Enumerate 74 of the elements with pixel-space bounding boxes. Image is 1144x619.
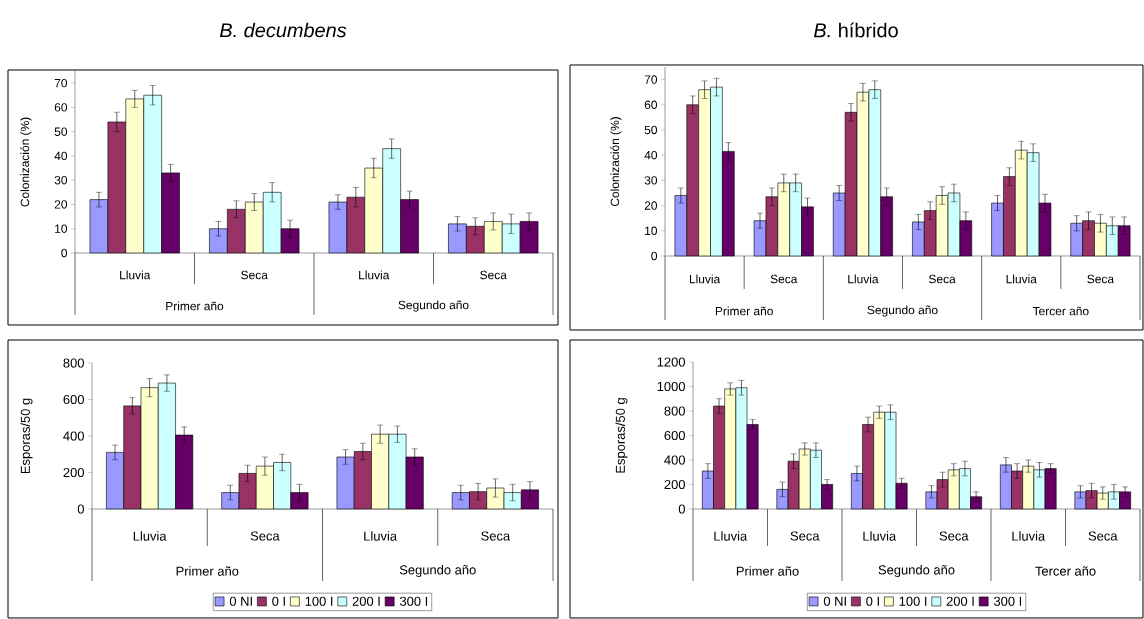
x-tick-label: Seca xyxy=(1088,531,1118,541)
y-tick-label: 70 xyxy=(644,75,658,84)
y-tick-label: 40 xyxy=(54,151,68,161)
y-tick-label: 50 xyxy=(644,125,658,135)
text: Primer año xyxy=(166,301,224,311)
text: Tercer año xyxy=(1032,306,1089,316)
legend-label: 0 NI xyxy=(823,596,846,606)
x-tick-label: Seca xyxy=(481,531,511,541)
y-tick-label: 800 xyxy=(63,358,84,368)
chart-title: B. híbrido xyxy=(813,22,898,38)
x-tick-label: Seca xyxy=(480,270,507,280)
text: Segundo año xyxy=(399,564,476,578)
y-axis-title: Esporas/50 g xyxy=(615,398,628,473)
y-tick-label: 20 xyxy=(644,201,658,210)
y-tick-label: 30 xyxy=(644,176,658,185)
legend-label: 100 I xyxy=(899,596,927,606)
y-tick-label: 400 xyxy=(63,431,84,441)
legend-label: 100 I xyxy=(305,596,333,606)
y-tick-label: 10 xyxy=(55,224,68,233)
x-tick-label: Seca xyxy=(250,531,280,541)
legend-label: 0 I xyxy=(866,596,879,606)
x-tick-label: Lluvia xyxy=(120,270,151,280)
y-tick-label: 50 xyxy=(54,127,68,136)
y-tick-label: 0 xyxy=(651,251,658,261)
y-tick-label: 70 xyxy=(54,78,68,88)
y-axis-title: Esporas/50 g xyxy=(20,398,33,474)
y-tick-label: 400 xyxy=(664,455,685,465)
legend-label: 0 NI xyxy=(229,596,252,606)
y-tick-label: 1000 xyxy=(657,381,685,392)
x-tick-label: Lluvia xyxy=(364,531,398,541)
legend-label: 200 I xyxy=(352,596,380,606)
x-tick-label: Seca xyxy=(939,531,969,541)
y-tick-label: 60 xyxy=(54,103,68,112)
x-tick-label: Seca xyxy=(790,531,820,541)
y-tick-label: 0 xyxy=(678,504,685,514)
y-tick-label: 1200 xyxy=(657,357,685,367)
y-axis-title: Colonización (%) xyxy=(610,117,622,207)
legend-label: 0 I xyxy=(272,596,285,606)
x-tick-label: Lluvia xyxy=(1012,531,1046,541)
x-tick-label: Lluvia xyxy=(359,270,390,280)
y-tick-label: 10 xyxy=(645,226,658,236)
text: Segundo año xyxy=(878,564,955,578)
legend-label: 300 I xyxy=(993,596,1022,606)
x-tick-label: Seca xyxy=(770,274,798,284)
text: Tercer año xyxy=(1035,566,1096,576)
x-tick-label: Lluvia xyxy=(133,531,167,541)
legend-label: 200 I xyxy=(946,596,974,606)
y-tick-label: 60 xyxy=(644,100,658,110)
y-tick-label: 600 xyxy=(664,430,685,441)
y-tick-label: 200 xyxy=(664,479,685,490)
text: Segundo año xyxy=(398,300,469,312)
y-axis-title: Colonización (%) xyxy=(20,117,32,207)
y-tick-label: 30 xyxy=(54,175,68,185)
x-tick-label: Lluvia xyxy=(689,274,721,284)
x-tick-label: Lluvia xyxy=(1006,274,1037,284)
x-tick-label: Seca xyxy=(241,270,268,280)
y-tick-label: 0 xyxy=(77,504,84,514)
x-tick-label: Lluvia xyxy=(848,274,879,284)
text: Primer año xyxy=(736,566,799,576)
text: Segundo año xyxy=(867,305,938,317)
y-tick-label: 800 xyxy=(664,406,685,416)
chart-title: B. decumbens xyxy=(219,22,347,38)
x-tick-label: Seca xyxy=(1087,274,1115,284)
text: Primer año xyxy=(176,566,239,576)
x-tick-label: Lluvia xyxy=(714,531,748,541)
y-tick-label: 600 xyxy=(63,394,84,405)
text: Primer año xyxy=(715,306,773,316)
y-tick-label: 200 xyxy=(63,467,84,478)
x-tick-label: Seca xyxy=(929,274,956,284)
x-tick-label: Lluvia xyxy=(863,531,897,541)
y-tick-label: 40 xyxy=(644,150,658,160)
legend-label: 300 I xyxy=(399,596,428,606)
y-tick-label: 20 xyxy=(54,200,68,209)
y-tick-label: 0 xyxy=(61,248,68,258)
